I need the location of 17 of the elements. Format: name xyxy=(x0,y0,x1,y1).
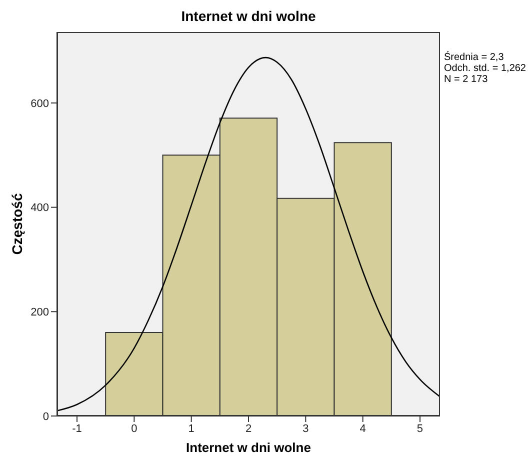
x-tick-label: 0 xyxy=(131,422,138,435)
x-tick-label: -1 xyxy=(72,422,82,435)
chart-title: Internet w dni wolne xyxy=(180,8,317,24)
text: Odch. std. = 1,262 xyxy=(444,63,526,74)
y-tick-label: 0 xyxy=(42,410,49,423)
y-tick-label: 200 xyxy=(30,306,49,319)
text: Średnia = 2,3 xyxy=(444,52,505,63)
y-axis-title: Częstość xyxy=(8,193,25,255)
text: N = 2 173 xyxy=(444,74,489,85)
x-tick-label: 1 xyxy=(188,422,194,435)
x-tick-label: 2 xyxy=(245,422,252,435)
x-tick-label: 5 xyxy=(416,422,424,435)
x-tick-label: 4 xyxy=(360,422,366,435)
x-axis-title: Internet w dni wolne xyxy=(186,440,311,455)
y-tick-label: 600 xyxy=(30,98,49,110)
x-tick-label: 3 xyxy=(302,422,309,435)
y-tick-label: 400 xyxy=(30,202,49,214)
